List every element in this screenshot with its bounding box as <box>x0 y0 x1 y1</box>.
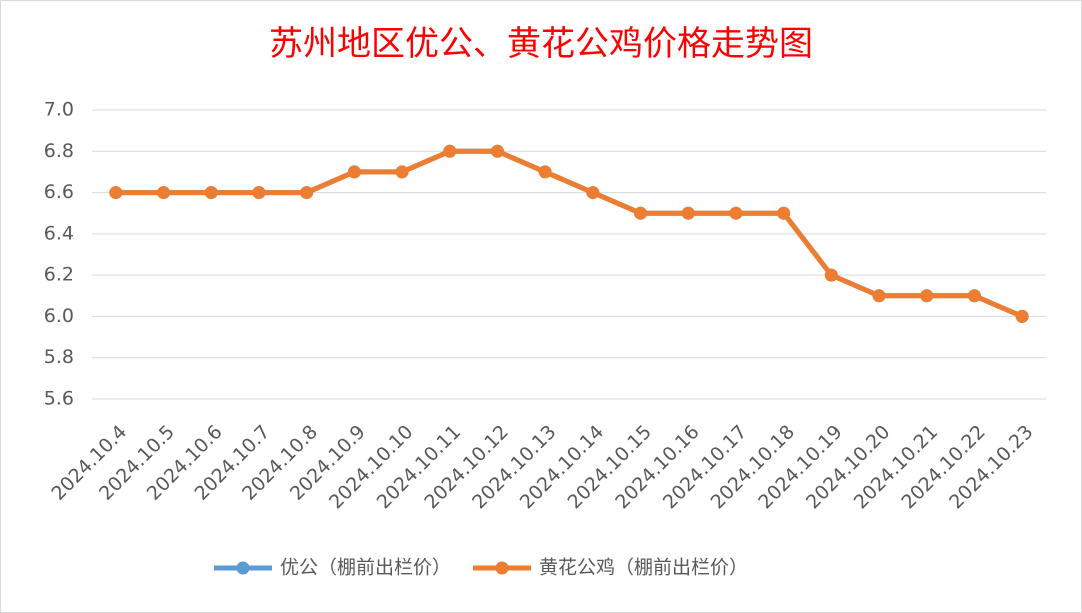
y-tick-label: 5.8 <box>44 346 74 368</box>
data-point <box>252 186 266 200</box>
legend-marker <box>236 561 250 575</box>
legend-marker <box>495 561 509 575</box>
data-point <box>204 186 218 200</box>
data-point <box>777 206 791 220</box>
y-tick-label: 6.0 <box>44 305 74 327</box>
data-point <box>538 165 552 179</box>
y-tick-label: 6.6 <box>44 181 74 203</box>
data-point <box>967 289 981 303</box>
data-point <box>300 186 314 200</box>
legend-label: 黄花公鸡（棚前出栏价） <box>539 557 748 579</box>
data-point <box>109 186 123 200</box>
y-tick-label: 6.8 <box>44 140 74 162</box>
y-tick-label: 5.6 <box>44 388 74 410</box>
y-tick-label: 6.2 <box>44 264 74 286</box>
data-point <box>920 289 934 303</box>
data-point <box>586 186 600 200</box>
y-tick-label: 6.4 <box>44 222 74 244</box>
data-point <box>1015 309 1029 323</box>
data-point <box>634 206 648 220</box>
data-point <box>681 206 695 220</box>
data-point <box>824 268 838 282</box>
data-point <box>872 289 886 303</box>
data-point <box>347 165 361 179</box>
data-point <box>443 144 457 158</box>
data-point <box>490 144 504 158</box>
data-point <box>395 165 409 179</box>
chart-title: 苏州地区优公、黄花公鸡价格走势图 <box>269 24 813 64</box>
series-line <box>115 148 1024 319</box>
data-point <box>729 206 743 220</box>
data-point <box>157 186 171 200</box>
y-tick-label: 7.0 <box>44 99 74 121</box>
legend-label: 优公（棚前出栏价） <box>280 557 451 579</box>
